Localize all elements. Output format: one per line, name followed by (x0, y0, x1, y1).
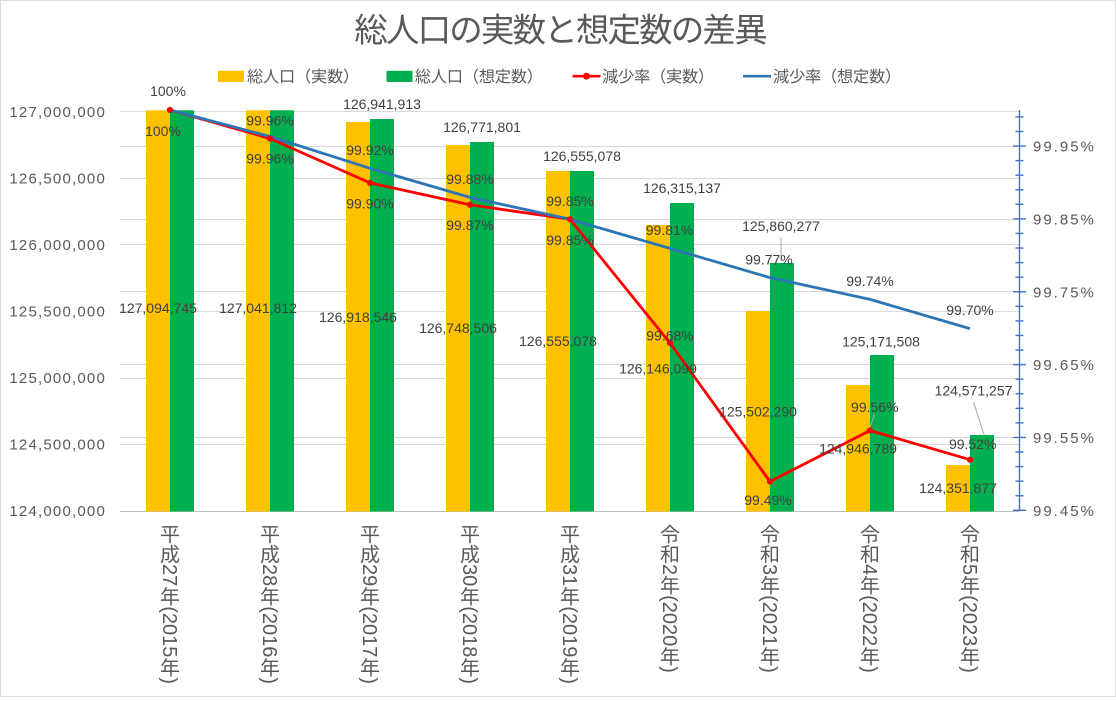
svg-text:): ) (458, 677, 480, 684)
svg-text:(2021: (2021 (758, 595, 780, 646)
svg-text:(2017: (2017 (358, 606, 380, 657)
svg-text:): ) (358, 677, 380, 684)
svg-text:99.87%: 99.87% (446, 217, 493, 233)
svg-text:): ) (558, 677, 580, 684)
svg-text:126,146,099: 126,146,099 (619, 360, 697, 376)
svg-text:4: 4 (858, 564, 880, 575)
svg-text:28: 28 (258, 564, 280, 586)
svg-text:99.45%: 99.45% (1033, 503, 1096, 520)
svg-text:(2020: (2020 (658, 595, 680, 646)
svg-text:99.55%: 99.55% (1033, 430, 1096, 447)
svg-text:29: 29 (358, 564, 380, 586)
svg-text:99.85%: 99.85% (546, 232, 593, 248)
svg-text:99.70%: 99.70% (946, 302, 993, 318)
svg-text:99.90%: 99.90% (346, 195, 393, 211)
svg-text:(2022: (2022 (858, 595, 880, 646)
svg-text:(2016: (2016 (258, 606, 280, 657)
svg-text:): ) (258, 677, 280, 684)
svg-text:(2023: (2023 (958, 595, 980, 646)
svg-text:30: 30 (458, 564, 480, 586)
svg-text:99.74%: 99.74% (846, 273, 893, 289)
svg-text:99.77%: 99.77% (745, 252, 792, 268)
svg-text:99.65%: 99.65% (1033, 357, 1096, 374)
svg-text:): ) (158, 677, 180, 684)
svg-text:31: 31 (558, 564, 580, 586)
svg-text:125,502,290: 125,502,290 (719, 403, 797, 419)
svg-text:99.49%: 99.49% (744, 492, 791, 508)
svg-text:125,000,000: 125,000,000 (9, 370, 106, 387)
svg-text:99.85%: 99.85% (1033, 211, 1096, 228)
svg-text:126,748,506: 126,748,506 (419, 320, 497, 336)
svg-text:5: 5 (958, 564, 980, 575)
svg-text:127,041,812: 127,041,812 (219, 300, 297, 316)
svg-text:3: 3 (758, 564, 780, 575)
svg-text:27: 27 (158, 564, 180, 586)
svg-text:124,571,257: 124,571,257 (935, 382, 1013, 398)
svg-text:99.95%: 99.95% (1033, 139, 1096, 156)
svg-text:124,351,877: 124,351,877 (919, 480, 997, 496)
svg-text:2: 2 (658, 564, 680, 575)
svg-text:99.96%: 99.96% (246, 113, 293, 129)
svg-text:99.75%: 99.75% (1033, 284, 1096, 301)
svg-text:126,500,000: 126,500,000 (9, 171, 106, 188)
svg-text:100%: 100% (145, 123, 181, 139)
svg-text:126,000,000: 126,000,000 (9, 237, 106, 254)
svg-text:125,500,000: 125,500,000 (9, 304, 106, 321)
svg-text:99.56%: 99.56% (851, 399, 898, 415)
svg-text:): ) (858, 666, 880, 673)
svg-text:126,941,913: 126,941,913 (343, 96, 421, 112)
svg-text:99.68%: 99.68% (646, 328, 693, 344)
svg-text:99.85%: 99.85% (546, 193, 593, 209)
svg-text:126,555,078: 126,555,078 (519, 333, 597, 349)
svg-text:124,500,000: 124,500,000 (9, 437, 106, 454)
svg-text:100%: 100% (150, 83, 186, 99)
svg-text:99.92%: 99.92% (346, 142, 393, 158)
svg-text:99.81%: 99.81% (646, 222, 693, 238)
svg-text:99.96%: 99.96% (246, 151, 293, 167)
svg-text:124,000,000: 124,000,000 (9, 503, 106, 520)
svg-text:125,860,277: 125,860,277 (742, 218, 820, 234)
svg-text:126,771,801: 126,771,801 (443, 119, 521, 135)
svg-text:126,555,078: 126,555,078 (543, 148, 621, 164)
svg-text:125,171,508: 125,171,508 (842, 334, 920, 350)
svg-text:): ) (658, 666, 680, 673)
svg-text:): ) (758, 666, 780, 673)
svg-text:124,946,789: 124,946,789 (819, 440, 897, 456)
svg-text:127,000,000: 127,000,000 (9, 104, 106, 121)
svg-text:126,918,546: 126,918,546 (319, 309, 397, 325)
svg-text:126,315,137: 126,315,137 (643, 180, 721, 196)
svg-text:(2015: (2015 (158, 606, 180, 657)
svg-text:99.52%: 99.52% (949, 436, 996, 452)
svg-text:(2018: (2018 (458, 606, 480, 657)
svg-text:99.88%: 99.88% (446, 171, 493, 187)
svg-text:): ) (958, 666, 980, 673)
svg-text:(2019: (2019 (558, 606, 580, 657)
svg-text:127,094,745: 127,094,745 (119, 300, 197, 316)
